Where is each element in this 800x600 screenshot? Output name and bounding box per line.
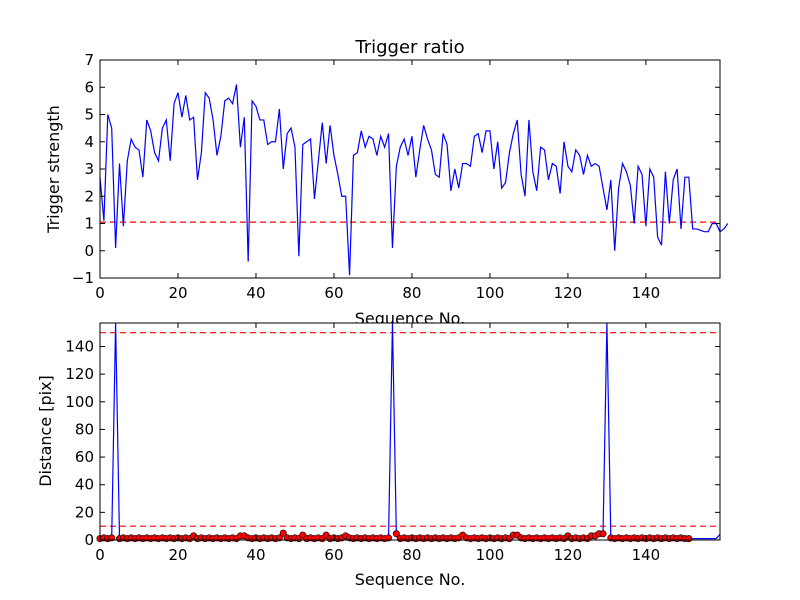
top-y-tick-label: 5 bbox=[84, 106, 94, 124]
bottom-y-ticks: 0 20 40 60 80 100 120 140 bbox=[65, 337, 720, 549]
bottom-y-tick-label: 140 bbox=[65, 337, 94, 355]
top-y-tick-label: −1 bbox=[72, 269, 94, 287]
bottom-x-tick-label: 80 bbox=[402, 546, 421, 564]
bottom-y-axis-label: Distance [pix] bbox=[36, 375, 55, 487]
bottom-plot-area bbox=[100, 323, 720, 540]
top-x-tick-label: 120 bbox=[554, 284, 583, 302]
bottom-x-tick-label: 40 bbox=[246, 546, 265, 564]
bottom-y-tick-label: 100 bbox=[65, 393, 94, 411]
top-y-tick-label: 4 bbox=[84, 133, 94, 151]
top-y-tick-label: 1 bbox=[84, 215, 94, 233]
top-x-tick-label: 140 bbox=[632, 284, 661, 302]
bottom-reference-lines bbox=[100, 332, 720, 527]
bottom-x-tick-label: 60 bbox=[324, 546, 343, 564]
top-x-tick-label: 100 bbox=[476, 284, 505, 302]
top-x-tick-label: 80 bbox=[402, 284, 421, 302]
top-y-ticks: −1 0 1 2 3 4 5 6 7 bbox=[72, 51, 720, 287]
bottom-x-axis-label: Sequence No. bbox=[355, 570, 466, 589]
bottom-y-tick-label: 20 bbox=[75, 503, 94, 521]
top-series-line bbox=[99, 84, 729, 276]
top-plot-area bbox=[100, 60, 720, 278]
top-y-tick-label: 0 bbox=[84, 242, 94, 260]
top-x-tick-label: 40 bbox=[246, 284, 265, 302]
bottom-y-tick-label: 60 bbox=[75, 448, 94, 466]
bottom-x-tick-label: 120 bbox=[554, 546, 583, 564]
bottom-y-tick-label: 80 bbox=[75, 420, 94, 438]
top-x-tick-label: 60 bbox=[324, 284, 343, 302]
top-x-tick-label: 20 bbox=[168, 284, 187, 302]
bottom-data-point bbox=[279, 529, 287, 537]
top-chart-title: Trigger ratio bbox=[354, 37, 464, 58]
bottom-plot-frame bbox=[99, 322, 721, 541]
bottom-x-ticks: 0 20 40 60 80 100 120 140 bbox=[95, 323, 660, 564]
top-series bbox=[99, 84, 729, 276]
top-x-tick-label: 0 bbox=[95, 284, 105, 302]
bottom-y-tick-label: 0 bbox=[84, 531, 94, 549]
top-y-axis-label: Trigger strength bbox=[44, 105, 63, 234]
top-x-ticks: 0 20 40 60 80 100 120 140 bbox=[95, 60, 660, 302]
bottom-y-tick-label: 40 bbox=[75, 476, 94, 494]
bottom-x-tick-label: 0 bbox=[95, 546, 105, 564]
top-y-tick-label: 6 bbox=[84, 78, 94, 96]
bottom-data-point bbox=[685, 535, 693, 543]
top-y-tick-label: 3 bbox=[84, 160, 94, 178]
bottom-x-tick-label: 140 bbox=[632, 546, 661, 564]
bottom-x-tick-label: 100 bbox=[476, 546, 505, 564]
bottom-x-tick-label: 20 bbox=[168, 546, 187, 564]
top-subplot: Trigger ratio 0 20 40 60 80 100 120 140 −101234… bbox=[44, 37, 729, 328]
top-y-tick-label: 2 bbox=[84, 187, 94, 205]
bottom-y-tick-label: 120 bbox=[65, 365, 94, 383]
bottom-data-point bbox=[599, 530, 607, 538]
bottom-data-point bbox=[392, 530, 400, 538]
bottom-subplot: 0 20 40 60 80 100 120 140 0 20 40 60 80 100 120 140 Se… bbox=[36, 322, 721, 589]
top-y-tick-label: 7 bbox=[84, 51, 94, 69]
